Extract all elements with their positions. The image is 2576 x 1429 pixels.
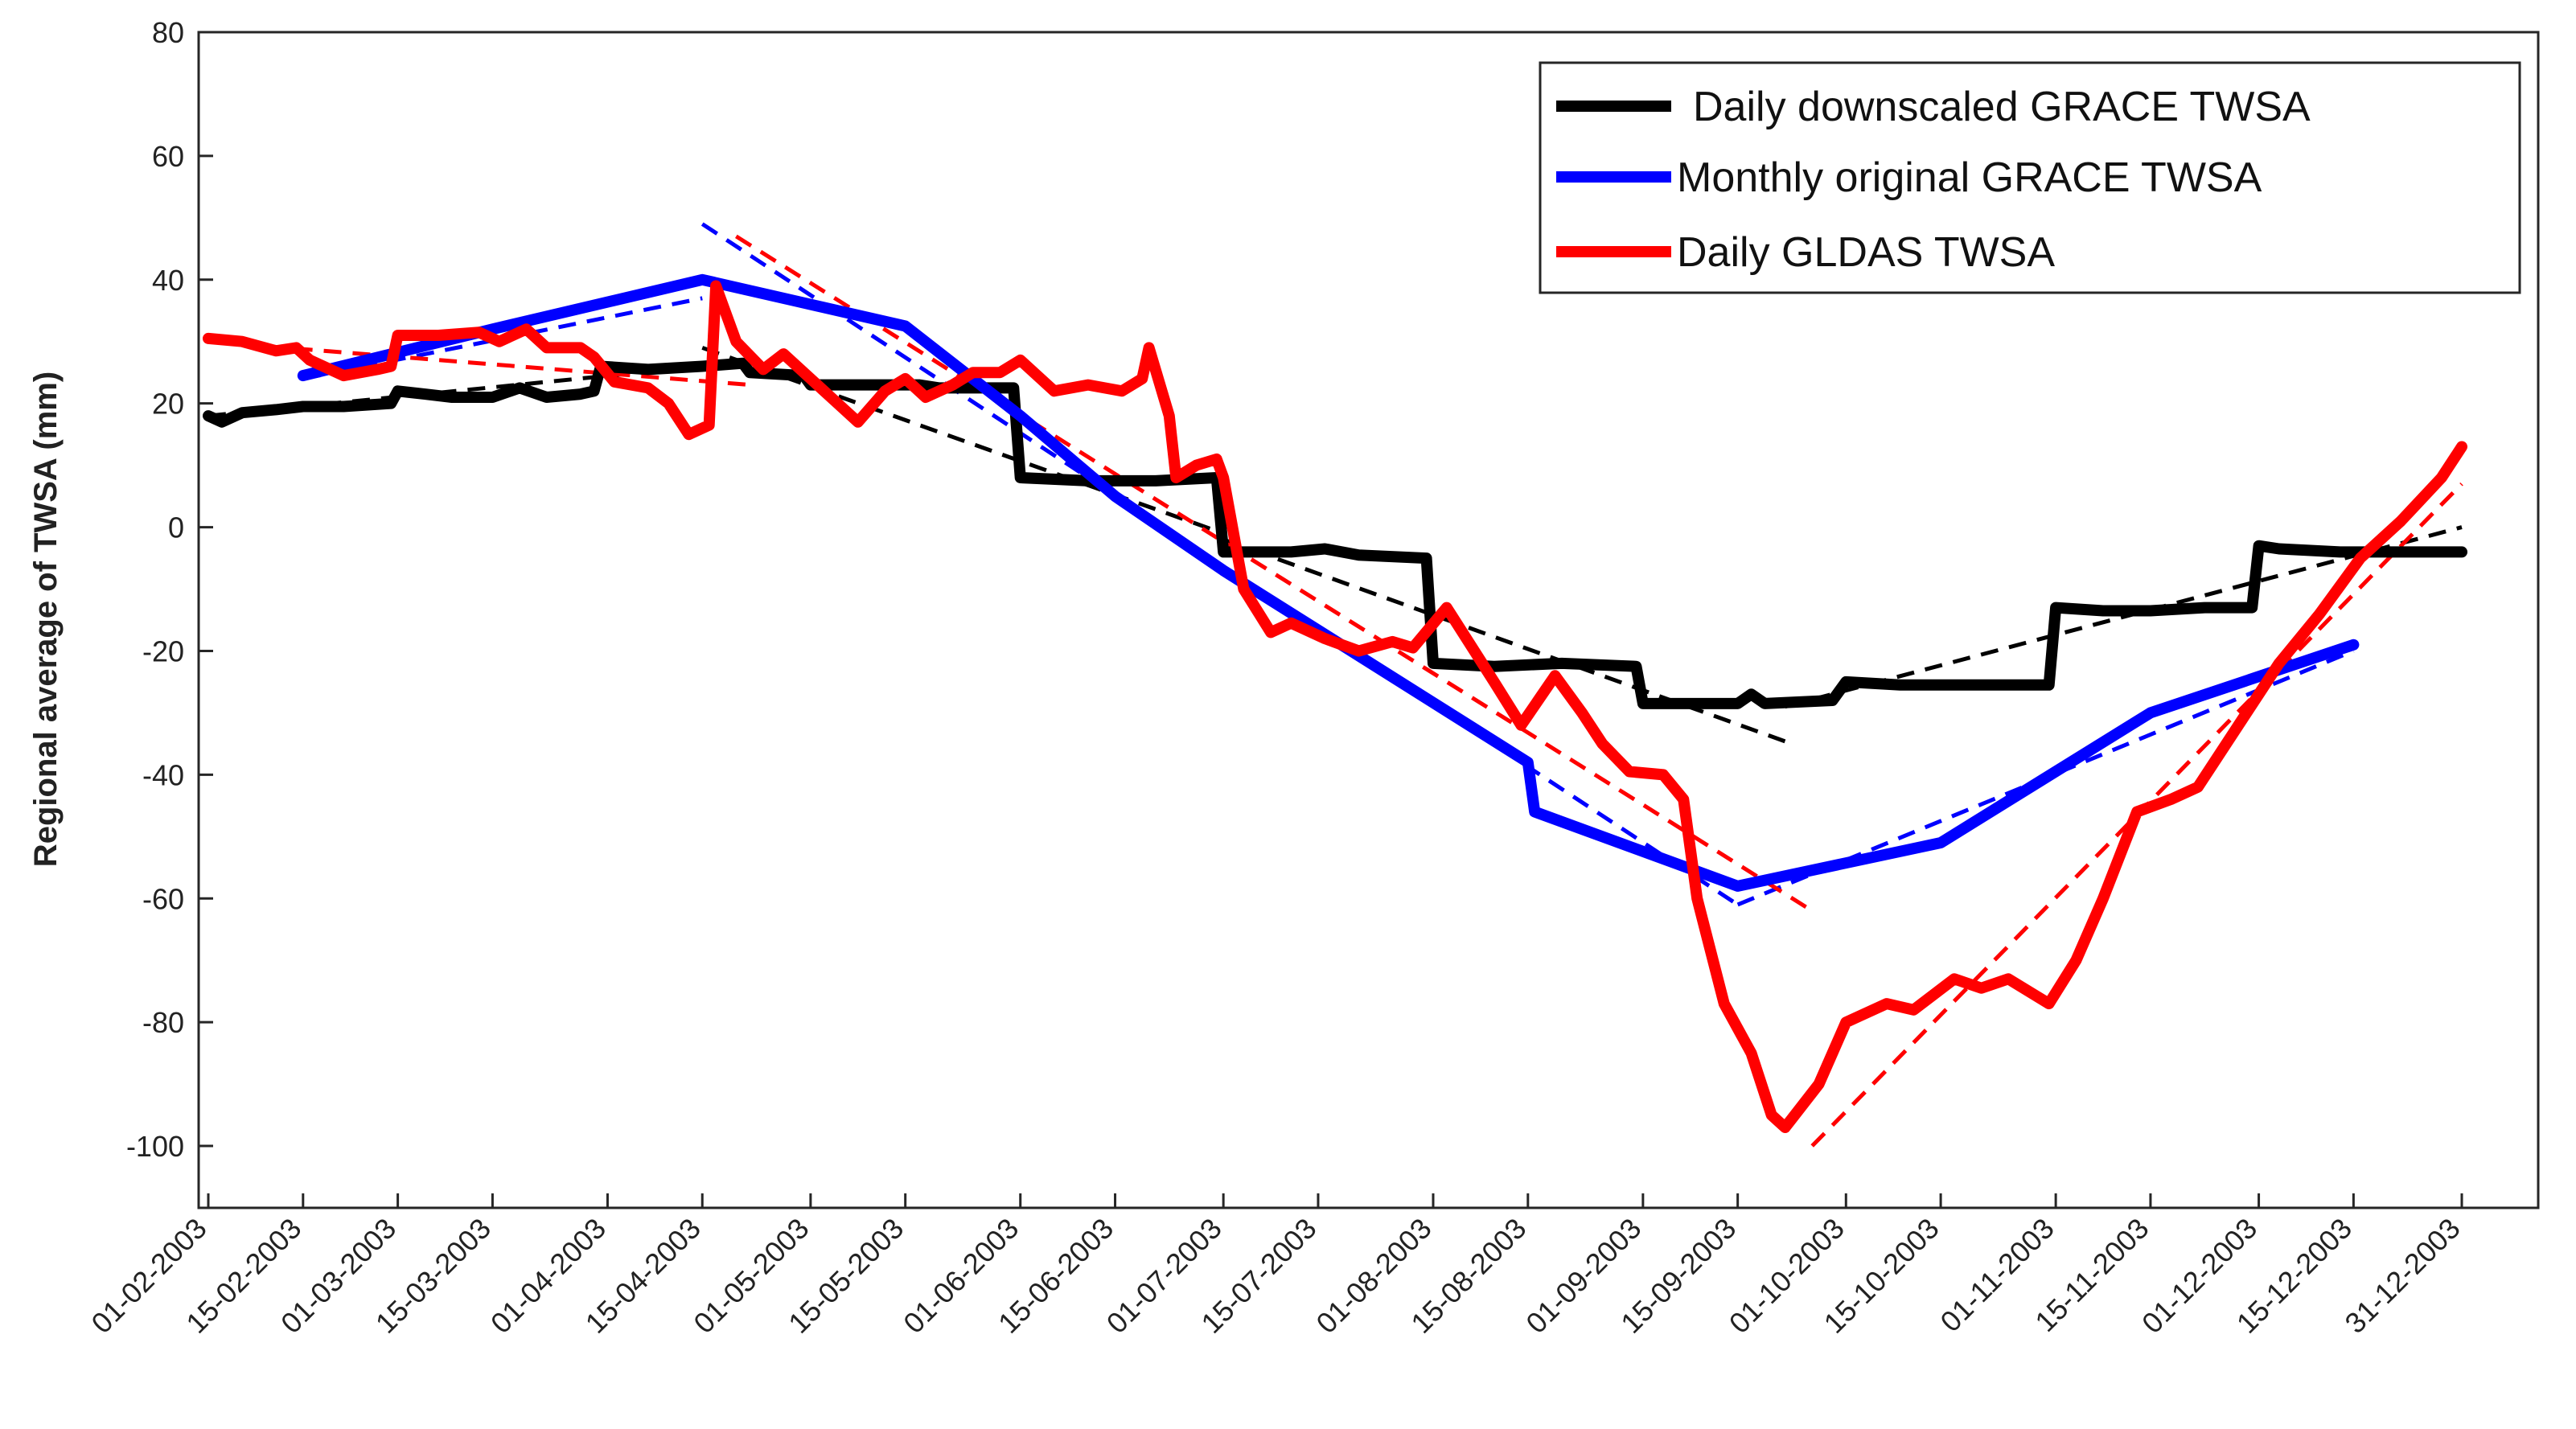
y-tick-label-2: 40 [152,264,184,297]
trend-line-daily-gldas-twsa-1 [734,234,1814,913]
trend-line-daily-downscaled-grace-twsa-2 [1222,537,1793,746]
legend-label-original-grace: Monthly original GRACE TWSA [1677,154,2262,201]
y-tick-label-6: -40 [142,758,184,791]
legend-label-downscaled-grace: Daily downscaled GRACE TWSA [1693,84,2311,130]
y-axis: 80 60 40 20 0 -20 -40 -60 -80 -100 [126,16,213,1163]
x-axis: 01-02-200315-02-200301-03-200315-03-2003… [84,1193,2467,1340]
legend-label-gldas: Daily GLDAS TWSA [1677,229,2055,276]
y-tick-label-7: -60 [142,882,184,915]
y-tick-label-4: 0 [168,511,184,544]
y-tick-label-1: 60 [152,140,184,173]
y-tick-label-0: 80 [152,16,184,49]
legend-box [1539,61,2521,294]
legend: Daily downscaled GRACE TWSA Monthly orig… [1539,61,2521,294]
x-tick-label-22: 31-12-2003 [2338,1212,2466,1340]
y-tick-label-3: 20 [152,388,184,421]
data-series [203,273,2467,1133]
series-line-monthly-original-grace-twsa [297,273,2360,892]
plot-frame [197,31,2540,1209]
y-tick-label-5: -20 [142,634,184,667]
series-line-daily-gldas-twsa [203,280,2467,1133]
y-tick-label-8: -80 [142,1006,184,1039]
y-axis-label: Regional average of TWSA (mm) [28,372,64,867]
series-line-daily-downscaled-grace-twsa [203,357,2467,709]
y-tick-label-9: -100 [126,1130,184,1163]
